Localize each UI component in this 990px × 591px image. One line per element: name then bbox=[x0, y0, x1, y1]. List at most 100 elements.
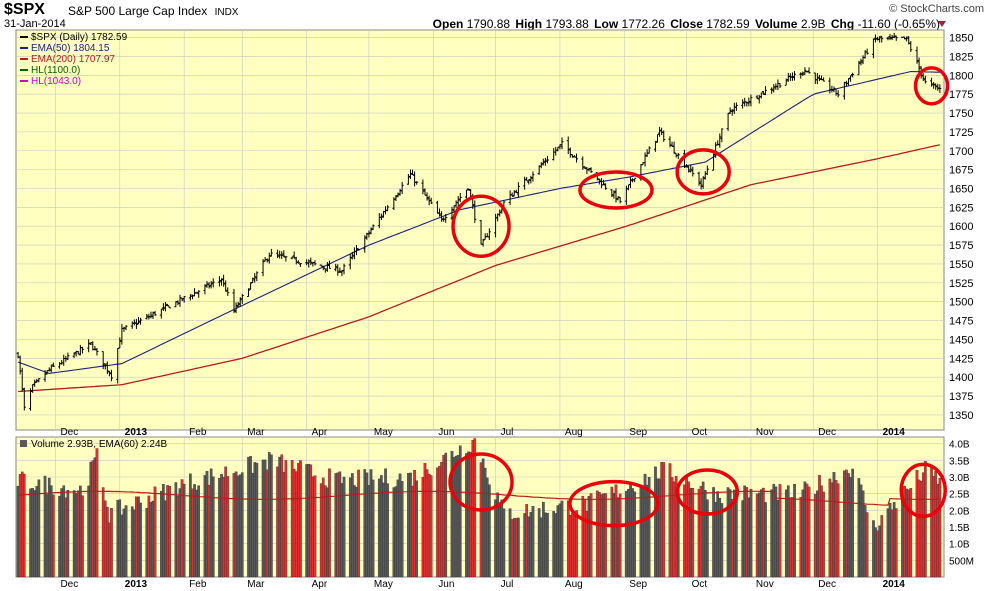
price-bar bbox=[616, 196, 620, 201]
price-bar bbox=[545, 155, 549, 164]
chg-value: -11.60 (-0.65%) bbox=[857, 17, 940, 31]
volume-bar bbox=[357, 469, 360, 578]
price-bar bbox=[734, 102, 738, 111]
price-bar bbox=[570, 154, 574, 158]
price-bar bbox=[340, 269, 344, 277]
price-bar bbox=[49, 364, 53, 373]
x-tick-label: Sep bbox=[629, 579, 647, 590]
legend-entry: EMA(50) 1804.15 bbox=[31, 43, 110, 54]
volume-value: 2.9B bbox=[800, 17, 826, 31]
price-bar bbox=[255, 271, 259, 282]
volume-bar bbox=[604, 493, 607, 578]
volume-label: Volume bbox=[755, 17, 798, 31]
low-label: Low bbox=[594, 17, 619, 31]
x-tick-label: Dec bbox=[60, 427, 78, 438]
price-bar bbox=[676, 152, 680, 160]
x-tick-label: Sep bbox=[629, 427, 647, 438]
volume-bar bbox=[313, 475, 317, 578]
price-bar bbox=[76, 350, 80, 355]
x-tick-label: 2013 bbox=[125, 427, 148, 438]
price-bar bbox=[294, 256, 298, 265]
price-bar bbox=[66, 352, 70, 361]
price-tick-label: 1550 bbox=[949, 259, 973, 271]
volume-bar bbox=[938, 477, 942, 578]
volume-tick-label: 2.0B bbox=[949, 506, 970, 517]
price-bar bbox=[323, 268, 327, 273]
volume-bar bbox=[197, 485, 200, 578]
price-bar bbox=[151, 311, 155, 319]
price-bar bbox=[203, 284, 207, 295]
price-bar bbox=[633, 177, 637, 183]
price-bar bbox=[888, 33, 892, 41]
price-bar bbox=[253, 273, 257, 283]
price-bar bbox=[394, 194, 398, 202]
volume-bar bbox=[415, 480, 418, 578]
price-bar bbox=[103, 363, 107, 370]
volume-legend: Volume 2.93B, EMA(60) 2.24B bbox=[20, 439, 168, 450]
price-bar bbox=[936, 83, 940, 91]
price-bar bbox=[22, 387, 26, 411]
price-bar bbox=[396, 192, 400, 198]
x-tick-label: Apr bbox=[312, 427, 328, 438]
price-bar bbox=[261, 259, 265, 277]
volume-bar bbox=[851, 468, 854, 578]
x-tick-label: Dec bbox=[60, 579, 78, 590]
x-tick-label: Apr bbox=[312, 579, 328, 590]
legend-entry: EMA(200) 1707.97 bbox=[31, 54, 115, 65]
volume-bar bbox=[531, 506, 535, 578]
price-bar bbox=[197, 290, 201, 298]
legend-swatch bbox=[20, 440, 27, 447]
price-bar bbox=[691, 166, 695, 177]
x-tick-label: Oct bbox=[692, 427, 708, 438]
price-bar bbox=[473, 200, 477, 223]
price-bar bbox=[604, 183, 608, 190]
volume-bar bbox=[400, 481, 404, 578]
price-bar bbox=[429, 197, 433, 205]
price-bar bbox=[541, 158, 545, 166]
volume-bar bbox=[371, 479, 375, 578]
price-tick-label: 1800 bbox=[949, 70, 973, 82]
price-bar bbox=[718, 133, 722, 148]
price-bar bbox=[701, 176, 705, 189]
price-bar bbox=[338, 267, 342, 274]
x-tick-label: 2014 bbox=[883, 427, 906, 438]
price-bar bbox=[581, 156, 585, 170]
price-bar bbox=[350, 251, 354, 260]
price-bar bbox=[558, 144, 562, 150]
price-bar bbox=[211, 278, 215, 288]
volume-tick-label: 1.0B bbox=[949, 540, 970, 551]
price-bar bbox=[759, 92, 763, 99]
price-bar bbox=[817, 74, 821, 82]
volume-bar bbox=[633, 491, 636, 578]
price-bar bbox=[251, 277, 255, 284]
volume-bar bbox=[560, 500, 564, 578]
price-bar bbox=[267, 252, 271, 264]
chevron-down-icon[interactable] bbox=[938, 21, 946, 27]
volume-bar bbox=[429, 475, 433, 578]
price-bar bbox=[589, 167, 593, 173]
price-bar bbox=[458, 192, 462, 203]
price-bar bbox=[284, 256, 288, 262]
price-bar bbox=[139, 317, 143, 325]
price-bar bbox=[400, 181, 404, 195]
price-bar bbox=[672, 141, 676, 154]
price-bar bbox=[444, 213, 448, 223]
price-bar bbox=[80, 346, 84, 354]
x-tick-label: Mar bbox=[247, 579, 265, 590]
volume-annotation-circle bbox=[448, 452, 514, 512]
price-bar bbox=[182, 295, 186, 303]
price-tick-label: 1700 bbox=[949, 146, 973, 158]
price-bar bbox=[712, 153, 716, 171]
volume-bar bbox=[168, 486, 171, 578]
price-bar bbox=[282, 250, 286, 258]
price-bar bbox=[878, 36, 882, 43]
price-bar bbox=[207, 282, 211, 289]
price-bar bbox=[543, 157, 547, 166]
price-bar bbox=[857, 60, 861, 76]
price-bar bbox=[348, 253, 352, 270]
price-bar bbox=[149, 311, 153, 319]
volume-bar bbox=[226, 476, 230, 578]
price-bar bbox=[166, 303, 170, 307]
price-bar bbox=[93, 345, 97, 351]
